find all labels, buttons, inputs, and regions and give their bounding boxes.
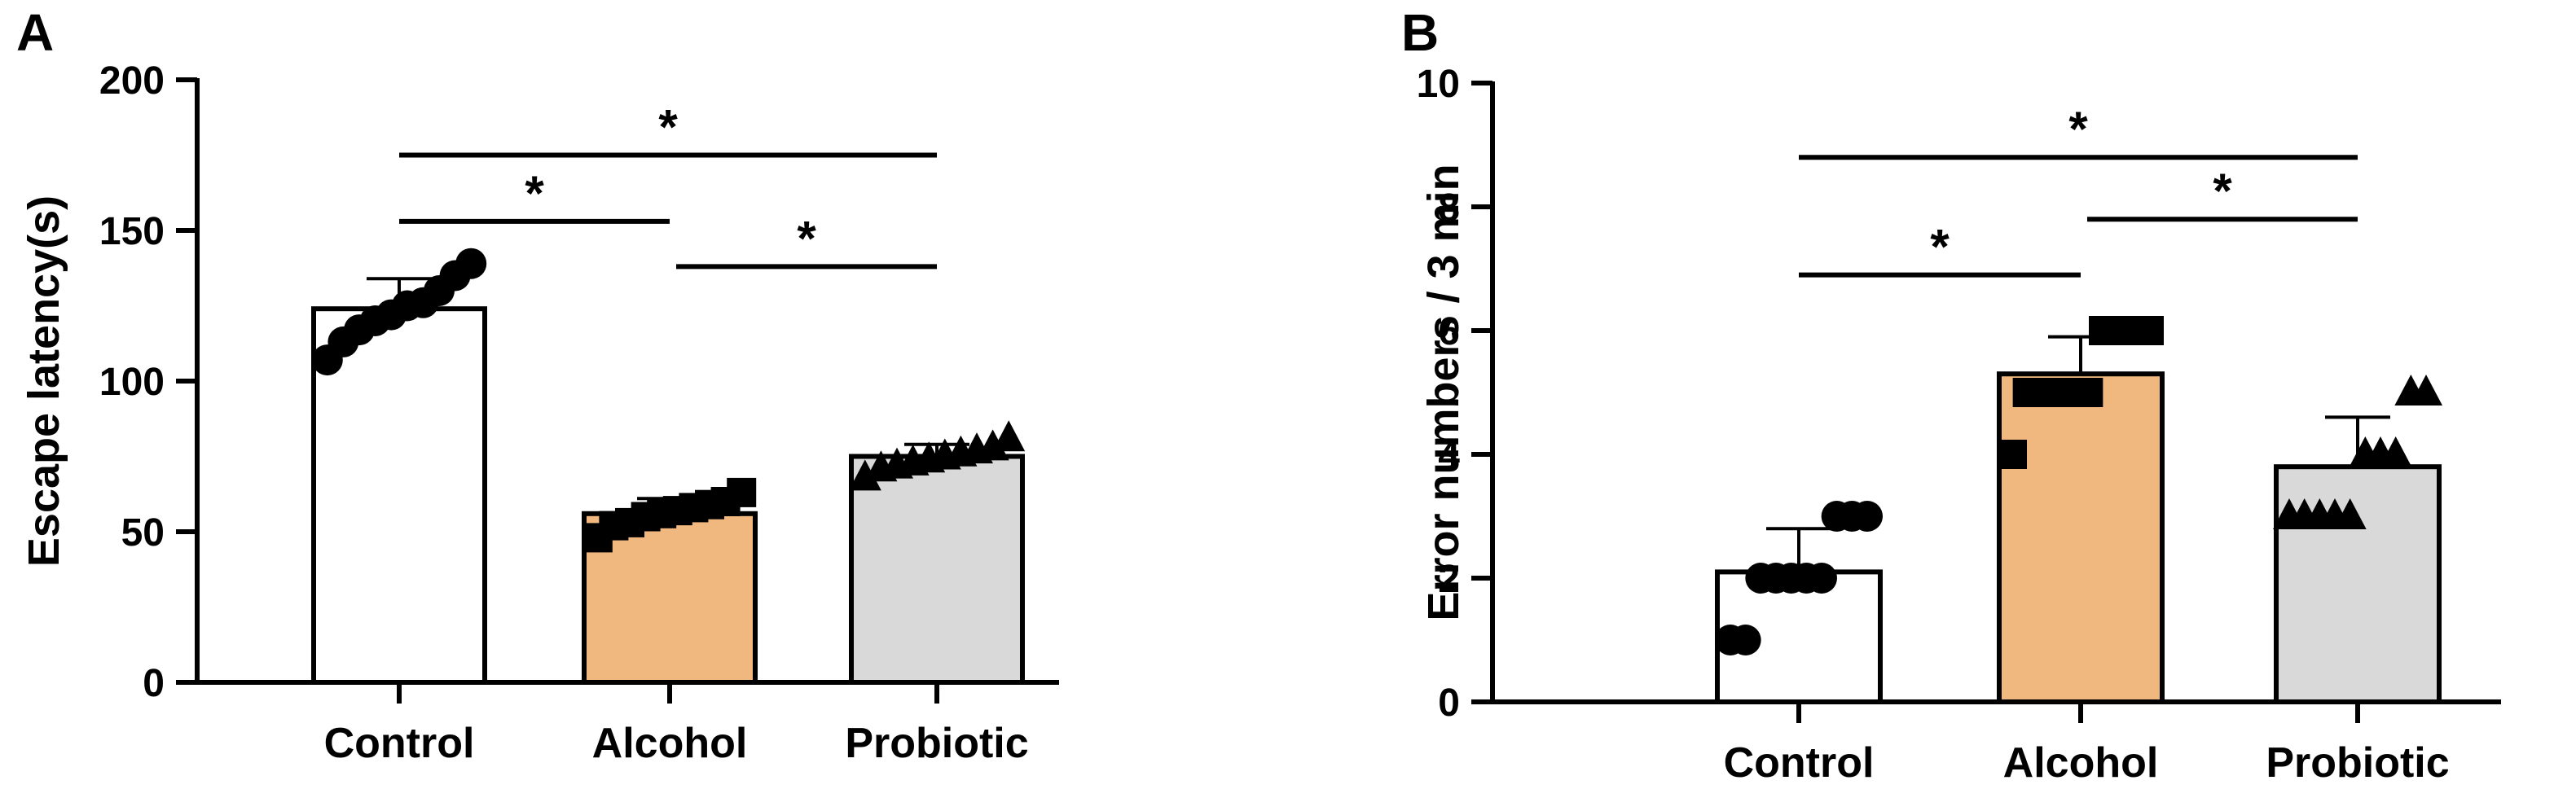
panel-letter: A [16,3,54,62]
data-point-circle [1730,625,1761,655]
y-tick-label: 100 [99,361,165,404]
y-tick-label: 2 [1438,558,1460,601]
data-point-triangle [2410,375,2442,406]
data-point-square [1998,440,2027,469]
y-tick-label: 6 [1438,310,1460,353]
significance-star: * [2213,164,2232,218]
y-tick-label: 0 [143,662,165,705]
x-tick-label-probiotic: Probiotic [2266,739,2449,787]
data-point-square [2073,378,2103,407]
x-tick-label-alcohol: Alcohol [2003,739,2159,787]
data-point-triangle [976,429,1009,461]
data-point-square [2134,316,2164,345]
data-point-circle [455,248,487,279]
x-tick-label-control: Control [1724,739,1875,787]
data-point-square [727,477,757,507]
significance-star: * [1930,220,1950,274]
bar-alcohol [1997,371,2165,704]
y-tick-label: 8 [1438,186,1460,230]
x-tick-label-control: Control [324,720,475,767]
significance-star: * [525,166,544,221]
data-point-triangle [992,420,1026,452]
data-point-triangle [848,459,881,491]
y-tick-label: 10 [1417,63,1460,106]
panel-a: A Escape latency(s) 0 50 100 150 200 Control Alc… [16,3,1059,767]
y-tick-label: 50 [121,511,165,555]
bar-probiotic [849,454,1025,685]
y-tick-label: 150 [99,210,165,253]
data-point-circle [1852,501,1883,532]
y-axis-label: Escape latency(s) [20,195,68,567]
y-tick-label: 4 [1438,434,1460,477]
y-tick-label: 0 [1438,682,1460,725]
significance-star: * [797,211,816,265]
panel-letter: B [1401,3,1439,62]
data-point-triangle [2333,498,2367,529]
y-tick-label: 200 [99,59,165,103]
x-tick-label-probiotic: Probiotic [845,720,1028,767]
significance-star: * [658,100,678,155]
panel-b: B Error numbers / 3 min 0 2 4 6 8 10 Control Alco… [1401,3,2501,787]
bar-probiotic [2274,464,2442,704]
x-tick-label-alcohol: Alcohol [592,720,748,767]
data-point-triangle [2379,436,2412,467]
significance-star: * [2068,102,2088,156]
data-point-circle [1806,563,1837,594]
y-axis-label: Error numbers / 3 min [1419,164,1468,620]
